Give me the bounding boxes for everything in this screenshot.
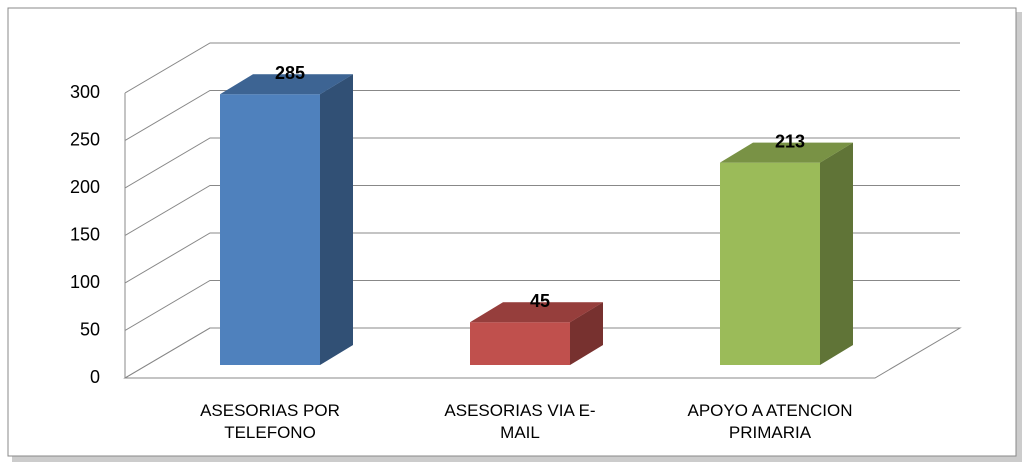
value-label: 285 [275,63,305,83]
bar-top-shade [720,142,853,163]
bar-top-shade [220,74,353,95]
grid-line [124,232,960,284]
bar-side [570,302,603,365]
bar-side-shade [320,74,353,365]
grid-line [124,185,960,236]
y-tick-label: 50 [80,319,100,339]
y-tick-label: 150 [70,224,100,244]
bar-top [220,74,353,95]
bar-top [720,142,853,163]
grid-line [124,327,960,379]
bar-top [470,302,603,323]
grid-line [124,137,960,189]
x-tick-label: ASESORIAS VIA E-MAIL [444,401,596,442]
y-tick-label: 200 [70,177,100,197]
bar [220,94,320,365]
x-tick-label: ASESORIAS POR TELEFONO [200,401,340,442]
bar-side [320,74,353,365]
grid-line [124,280,960,331]
y-tick-label: 250 [70,129,100,149]
value-label: 45 [530,291,550,311]
bar [470,322,570,365]
y-tick-label: 100 [70,272,100,292]
x-tick-label: APOYO A ATENCION PRIMARIA [687,401,853,442]
bar-side-shade [820,142,853,365]
grid-line [124,42,960,94]
y-tick-label: 300 [70,82,100,102]
bar [720,162,820,365]
frame [7,7,1017,457]
grid-line [124,90,960,141]
bar-top-shade [470,302,603,323]
bar-side-shade [570,302,603,365]
bar-side [820,142,853,365]
y-tick-label: 0 [90,367,100,387]
value-label: 213 [775,131,805,151]
